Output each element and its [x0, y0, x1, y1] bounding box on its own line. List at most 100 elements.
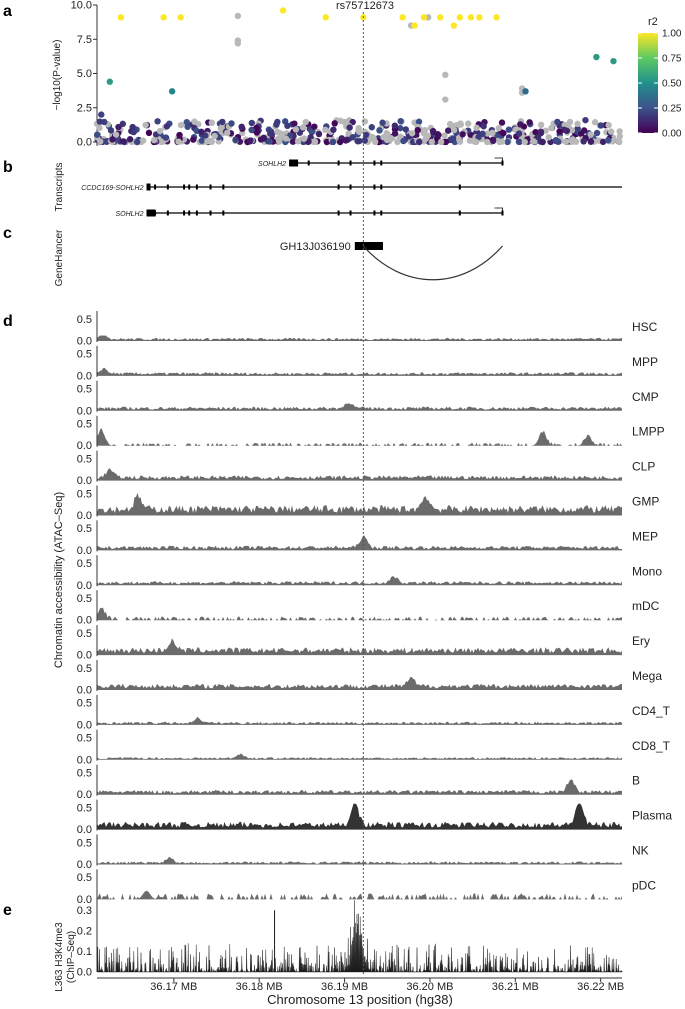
atac-ytick-label: 0.5	[77, 523, 92, 535]
atac-track-gmp	[97, 492, 622, 516]
exon-block	[188, 184, 191, 190]
colorbar-tick-label: 0.75	[662, 54, 682, 65]
snp-point	[208, 119, 215, 126]
snp-point	[484, 130, 491, 137]
snp-point	[315, 130, 323, 138]
atac-ytick-label: 0.0	[77, 440, 92, 452]
snp-point	[292, 126, 300, 133]
snp-point	[156, 127, 164, 135]
snp-point	[93, 131, 101, 138]
snp-point	[457, 120, 464, 127]
snp-point	[162, 134, 170, 141]
snp-point	[604, 137, 612, 144]
snp-point	[587, 131, 594, 138]
snp-point	[449, 135, 457, 142]
enhancer-block	[354, 242, 383, 250]
snp-point	[515, 138, 523, 146]
snp-point	[107, 127, 115, 134]
atac-ytick-label: 0.0	[77, 685, 92, 697]
panel-c-genehancer: GeneHancer GH13J036190	[54, 229, 503, 286]
snp-point	[569, 138, 576, 145]
snp-point	[224, 129, 231, 137]
snp-point	[126, 136, 134, 143]
snp-point	[473, 124, 480, 131]
snp-point	[260, 134, 267, 142]
atac-ytick-label: 0.0	[77, 754, 92, 766]
x-tick-label: 36.20 MB	[406, 981, 453, 993]
snp-point	[150, 137, 158, 144]
snp-point	[154, 118, 161, 125]
x-tick-label: 36.19 MB	[321, 981, 368, 993]
snp-point	[495, 124, 502, 132]
exon-block	[458, 210, 461, 216]
atac-ytick-label: 0.0	[77, 615, 92, 627]
snp-point	[163, 123, 171, 130]
panel-e-ytick-label: 0.1	[77, 946, 92, 958]
snp-point	[109, 136, 116, 143]
colorbar-tick-label: 0.50	[662, 79, 682, 90]
atac-ytick-label: 0.0	[77, 336, 92, 348]
exon-block	[458, 160, 461, 166]
exon-block	[209, 210, 212, 216]
snp-point	[368, 124, 375, 131]
snp-point	[442, 138, 450, 146]
exon-block	[373, 210, 376, 216]
snp-point	[515, 130, 523, 137]
colorbar-tick-label: 0.25	[662, 104, 682, 115]
panel-letter-e: e	[3, 902, 12, 919]
panel-d-atac: Chromatin accessibility (ATAC–Seq) 0.50.…	[53, 311, 672, 906]
exon-block	[195, 210, 198, 216]
panel-letter-b: b	[3, 159, 13, 176]
atac-track-mdc	[97, 607, 622, 621]
snp-point-high-ld	[168, 88, 176, 95]
atac-track-label: Mega	[632, 669, 662, 683]
snp-point	[415, 138, 423, 146]
snp-point-high-ld	[98, 111, 105, 118]
snp-point	[615, 138, 622, 145]
atac-track-label: Mono	[632, 564, 662, 578]
colorbar-tick-label: 0.00	[662, 129, 682, 140]
snp-point	[415, 118, 423, 125]
panel-a-ytick-label: 7.5	[77, 34, 92, 46]
snp-point	[446, 120, 454, 128]
snp-point	[379, 119, 386, 126]
snp-point	[346, 124, 353, 131]
snp-point	[330, 126, 337, 133]
snp-point	[211, 132, 218, 140]
snp-point	[591, 119, 599, 126]
snp-point	[345, 130, 352, 137]
snp-point	[190, 136, 197, 143]
panel-a-manhattan: rs75712673 −log10(P-value) 10.0 7.5 5.0 2.5…	[52, 0, 682, 149]
snp-point	[322, 126, 329, 134]
snp-point	[534, 133, 542, 141]
atac-ytick-label: 0.0	[77, 650, 92, 662]
snp-point-high-ld	[450, 22, 458, 29]
snp-point	[311, 123, 318, 130]
snp-point	[349, 133, 357, 141]
snp-point	[391, 130, 399, 137]
snp-point	[247, 137, 254, 144]
snp-point	[542, 127, 549, 134]
panel-b-ylabel: Transcripts	[54, 162, 65, 211]
atac-track-ery	[97, 638, 622, 656]
snp-point	[408, 130, 416, 137]
atac-track-label: HSC	[632, 320, 658, 334]
snp-point	[483, 138, 491, 146]
snp-point	[184, 123, 191, 130]
atac-ytick-label: 0.5	[77, 698, 92, 710]
atac-ytick-label: 0.0	[77, 475, 92, 487]
snp-point	[354, 138, 361, 145]
snp-point	[580, 127, 588, 134]
atac-track-nk	[97, 856, 622, 865]
atac-track-b	[97, 779, 622, 795]
atac-track-label: LMPP	[632, 425, 665, 439]
exon-block	[307, 160, 310, 166]
exon-block	[154, 184, 157, 190]
exon-block	[349, 210, 352, 216]
snp-point	[142, 121, 149, 129]
panel-a-ytick-label: 0.0	[77, 137, 92, 149]
atac-track-label: pDC	[632, 878, 656, 892]
snp-point	[361, 137, 368, 144]
chip-signal	[96, 900, 623, 973]
